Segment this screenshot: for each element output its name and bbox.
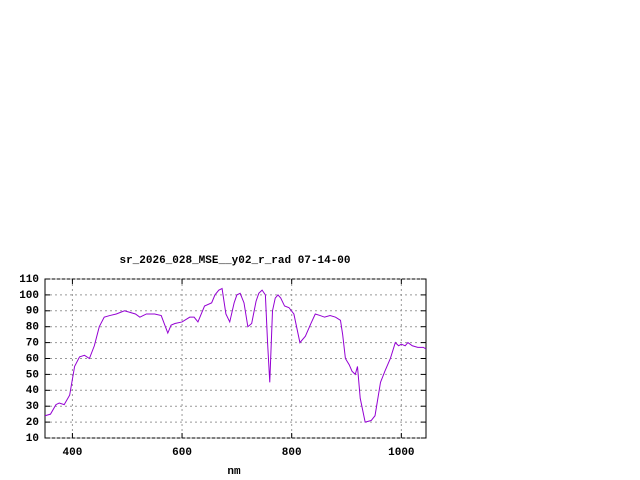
chart-title: sr_2026_028_MSE__y02_r_rad 07-14-00 — [119, 255, 350, 267]
x-tick-label: 1000 — [388, 447, 414, 459]
y-tick-label: 20 — [26, 417, 39, 429]
y-tick-label: 30 — [26, 401, 39, 413]
y-tick-label: 10 — [26, 433, 39, 445]
y-tick-label: 70 — [26, 338, 39, 350]
y-tick-label: 100 — [19, 290, 39, 302]
x-axis-label: nm — [227, 466, 241, 478]
x-tick-label: 800 — [282, 447, 302, 459]
y-tick-label: 60 — [26, 353, 39, 365]
data-line — [44, 287, 427, 423]
y-tick-label: 50 — [26, 369, 39, 381]
y-tick-label: 110 — [19, 274, 39, 286]
y-tick-label: 40 — [26, 385, 39, 397]
x-tick-label: 600 — [172, 447, 192, 459]
y-tick-label: 80 — [26, 322, 39, 334]
x-tick-label: 400 — [63, 447, 83, 459]
y-tick-label: 90 — [26, 306, 39, 318]
